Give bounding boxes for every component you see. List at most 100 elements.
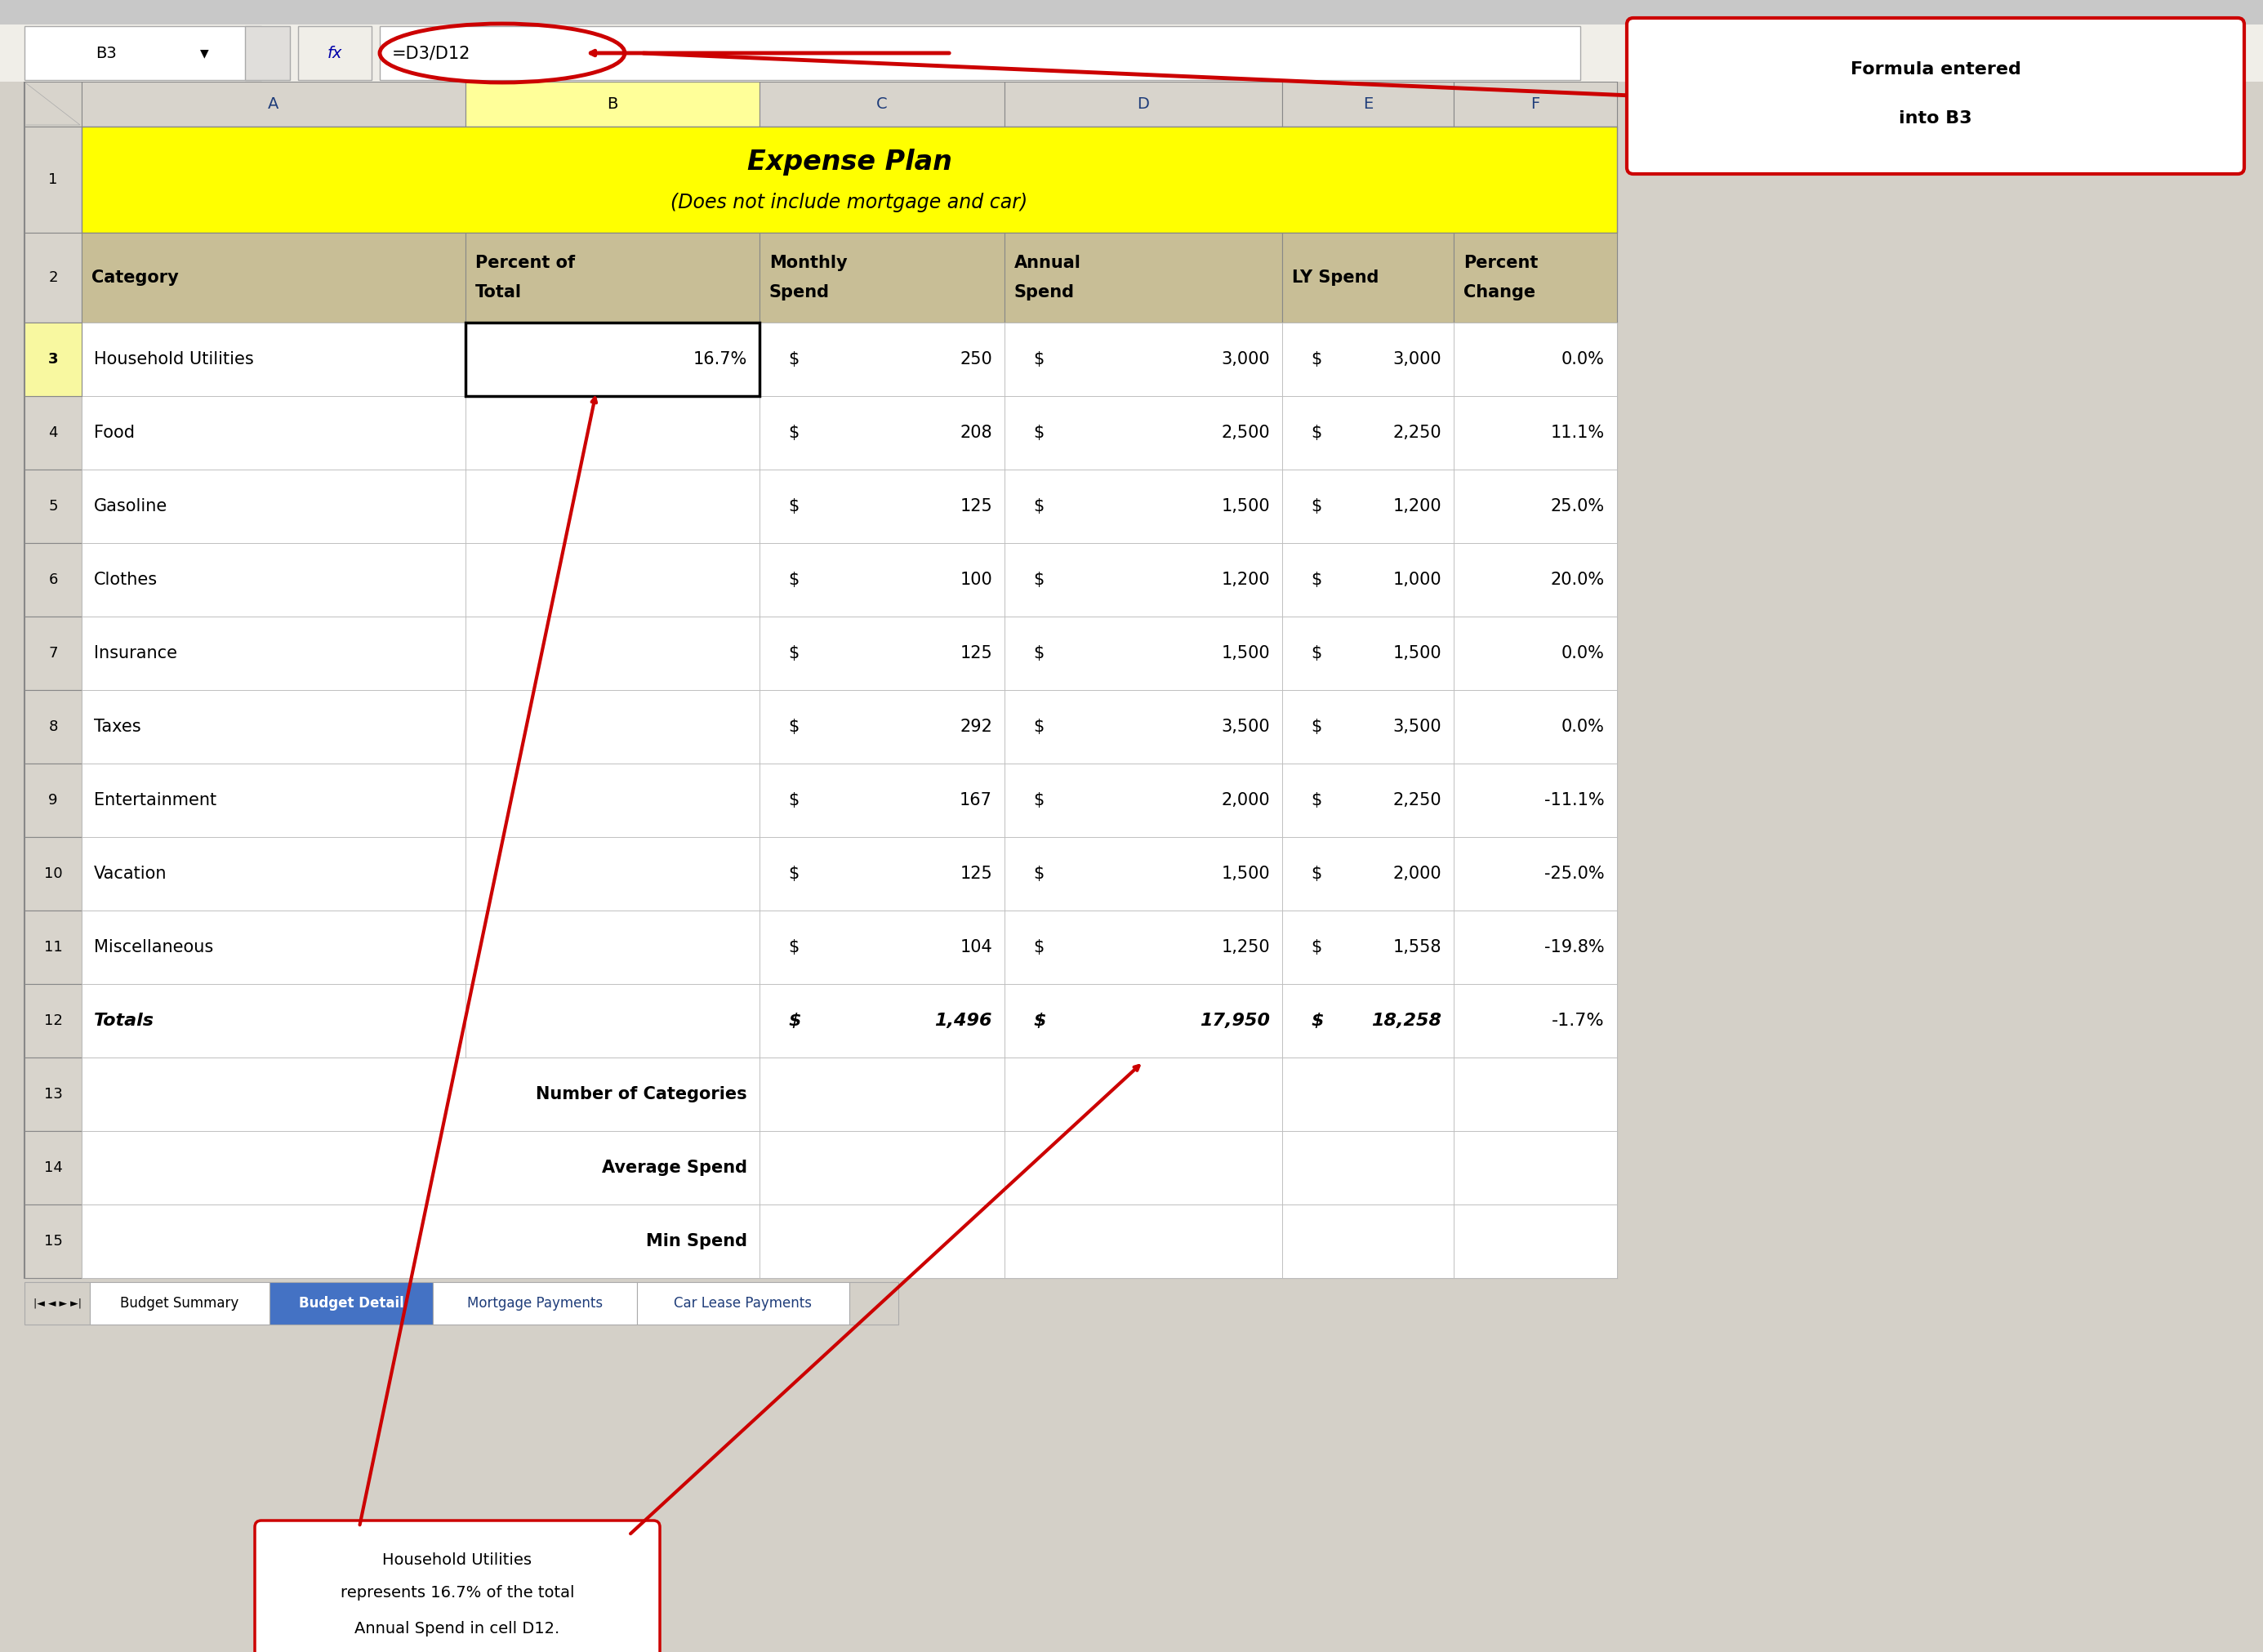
Text: $: $ — [1310, 646, 1322, 661]
Text: 1: 1 — [48, 172, 59, 187]
Bar — [1453, 985, 1618, 1057]
Bar — [1453, 1132, 1618, 1204]
Bar — [1005, 322, 1283, 396]
Bar — [81, 1057, 760, 1132]
Bar — [432, 1282, 636, 1325]
Text: Expense Plan: Expense Plan — [747, 149, 953, 175]
Text: $: $ — [1310, 572, 1322, 588]
Text: Monthly: Monthly — [769, 254, 846, 271]
Bar — [1283, 233, 1453, 322]
Bar — [760, 396, 1005, 469]
Text: Spend: Spend — [1014, 284, 1075, 301]
Text: $: $ — [1034, 352, 1043, 367]
Bar — [25, 691, 81, 763]
Text: $: $ — [1034, 499, 1043, 514]
Bar — [1283, 469, 1453, 544]
Text: $: $ — [788, 938, 799, 955]
Bar — [1283, 544, 1453, 616]
Text: Category: Category — [91, 269, 179, 286]
Bar — [25, 763, 81, 838]
Bar — [760, 1204, 1005, 1279]
Bar — [1283, 81, 1453, 127]
Bar — [25, 127, 81, 233]
Text: 2,000: 2,000 — [1392, 866, 1442, 882]
Bar — [849, 1282, 898, 1325]
Text: 20.0%: 20.0% — [1550, 572, 1604, 588]
Bar — [244, 26, 290, 79]
Bar — [760, 910, 1005, 985]
Bar — [1283, 1057, 1453, 1132]
Text: 100: 100 — [960, 572, 991, 588]
Bar — [1005, 691, 1283, 763]
Text: 11.1%: 11.1% — [1550, 425, 1604, 441]
Bar — [81, 469, 466, 544]
Text: 7: 7 — [48, 646, 59, 661]
Bar — [1005, 838, 1283, 910]
Bar — [25, 1282, 91, 1325]
Text: 2,500: 2,500 — [1222, 425, 1270, 441]
Text: Gasoline: Gasoline — [95, 499, 167, 514]
Bar — [466, 985, 760, 1057]
Text: Annual: Annual — [1014, 254, 1082, 271]
Text: Totals: Totals — [95, 1013, 154, 1029]
Bar — [25, 544, 81, 616]
Text: 4: 4 — [48, 426, 59, 439]
Text: $: $ — [1310, 425, 1322, 441]
Bar — [760, 544, 1005, 616]
Text: E: E — [1362, 96, 1374, 112]
Text: Vacation: Vacation — [95, 866, 167, 882]
Text: 16.7%: 16.7% — [692, 352, 747, 367]
Text: Clothes: Clothes — [95, 572, 158, 588]
Text: 2,250: 2,250 — [1392, 425, 1442, 441]
Bar — [466, 544, 760, 616]
Bar — [1005, 544, 1283, 616]
Text: 8: 8 — [48, 719, 59, 733]
Bar — [1453, 233, 1618, 322]
Text: Miscellaneous: Miscellaneous — [95, 938, 213, 955]
Text: $: $ — [788, 791, 799, 808]
Text: 208: 208 — [960, 425, 991, 441]
Bar — [1005, 616, 1283, 691]
Text: $: $ — [1034, 719, 1043, 735]
Bar — [25, 322, 81, 396]
Text: Food: Food — [95, 425, 136, 441]
Text: 5: 5 — [48, 499, 59, 514]
Text: into B3: into B3 — [1899, 111, 1971, 127]
Bar — [1453, 763, 1618, 838]
Text: $: $ — [788, 719, 799, 735]
Bar — [25, 1057, 81, 1132]
Text: fx: fx — [328, 45, 342, 61]
Text: 18,258: 18,258 — [1371, 1013, 1442, 1029]
Text: 1,200: 1,200 — [1392, 499, 1442, 514]
Bar — [25, 838, 81, 910]
Text: 11: 11 — [43, 940, 63, 955]
Bar — [25, 81, 81, 127]
Bar — [1453, 1204, 1618, 1279]
Bar — [1453, 81, 1618, 127]
Text: $: $ — [1310, 866, 1322, 882]
Text: 1,500: 1,500 — [1222, 646, 1270, 661]
Text: 292: 292 — [960, 719, 991, 735]
Bar — [81, 322, 466, 396]
Bar — [466, 233, 760, 322]
Bar — [760, 763, 1005, 838]
Text: $: $ — [788, 1013, 801, 1029]
Text: 104: 104 — [960, 938, 991, 955]
Bar — [25, 233, 81, 322]
Bar — [466, 838, 760, 910]
Text: $: $ — [788, 572, 799, 588]
Bar — [81, 616, 466, 691]
Bar — [760, 838, 1005, 910]
Bar — [1005, 469, 1283, 544]
Bar — [81, 985, 466, 1057]
Text: 167: 167 — [960, 791, 991, 808]
Text: $: $ — [1034, 1013, 1046, 1029]
Bar — [466, 322, 760, 396]
Text: Household Utilities: Household Utilities — [95, 352, 253, 367]
Bar — [1453, 396, 1618, 469]
Bar — [466, 763, 760, 838]
Bar — [1283, 691, 1453, 763]
FancyBboxPatch shape — [256, 1520, 661, 1652]
Text: Budget Detail: Budget Detail — [299, 1295, 403, 1310]
Text: Total: Total — [475, 284, 523, 301]
